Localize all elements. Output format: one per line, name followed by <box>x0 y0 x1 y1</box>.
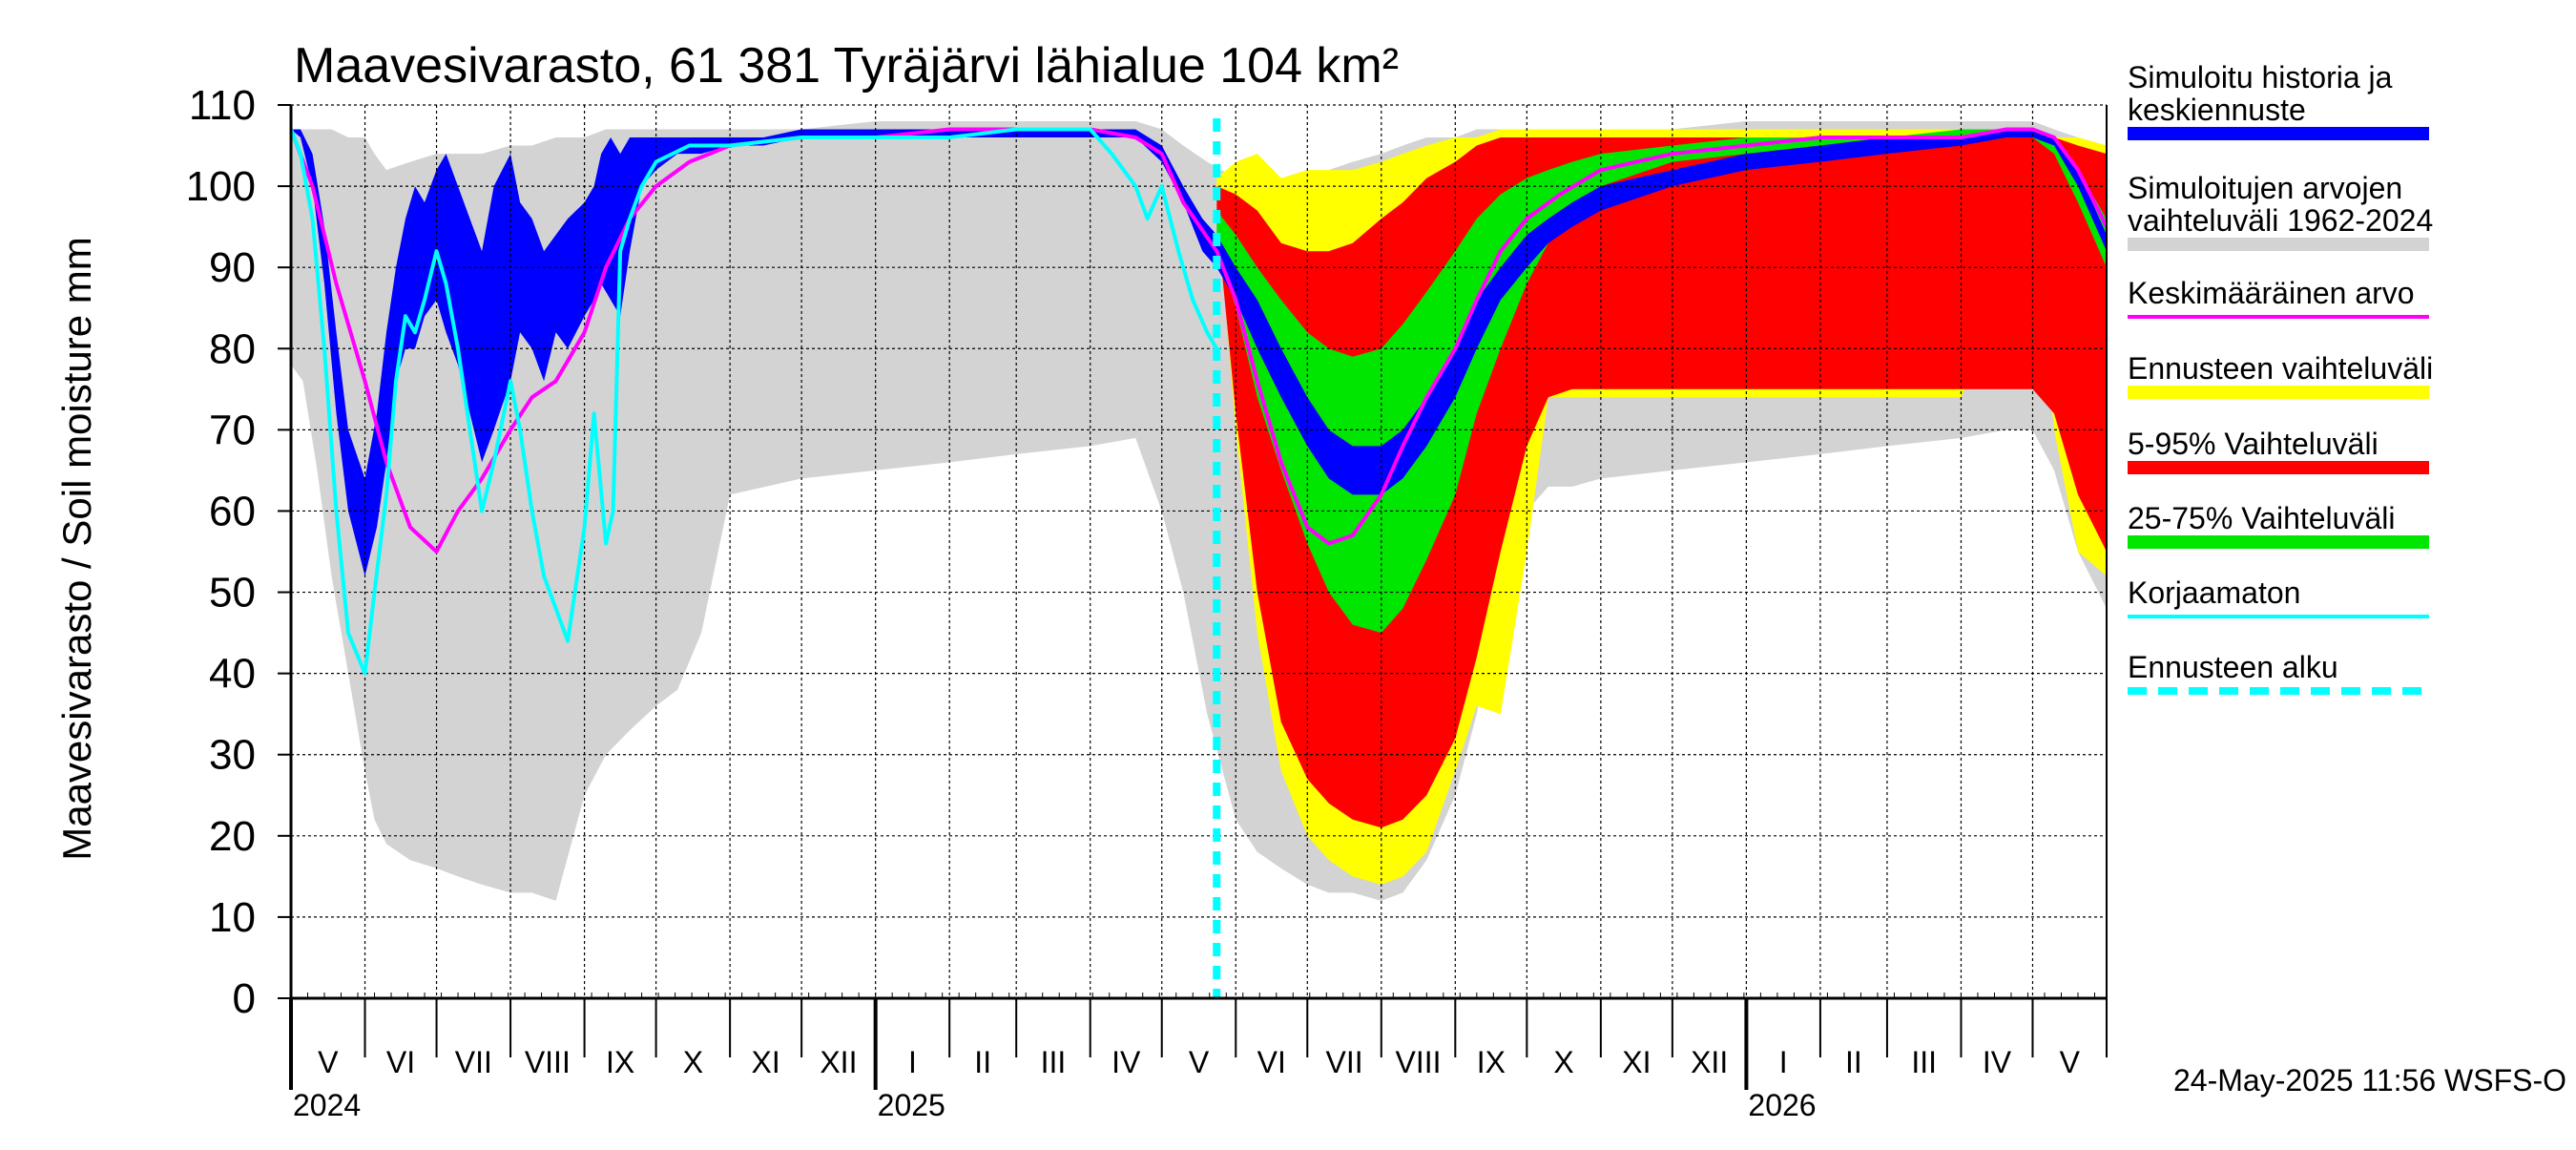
month-label: V <box>2060 1045 2081 1079</box>
legend-item-korjaamaton: Korjaamaton <box>2128 575 2429 618</box>
month-label: I <box>1779 1045 1788 1079</box>
legend-label: 25-75% Vaihteluväli <box>2128 501 2395 535</box>
month-label: VII <box>455 1045 492 1079</box>
legend-label: Keskimääräinen arvo <box>2128 276 2415 310</box>
legend-item-keskim-r-inen-arvo: Keskimääräinen arvo <box>2128 276 2429 319</box>
year-label: 2025 <box>878 1088 945 1122</box>
legend-label: Simuloitu historia ja keskiennuste <box>2128 60 2393 127</box>
month-label: X <box>683 1045 703 1079</box>
legend-item-simuloitujen-arvojen-vaihteluv-li-1962-2024: Simuloitujen arvojen vaihteluväli 1962-20… <box>2128 171 2433 251</box>
month-label: I <box>908 1045 917 1079</box>
grid-layer <box>290 105 2107 998</box>
axes-layer <box>278 104 2108 1090</box>
y-tick-label: 80 <box>209 325 256 372</box>
legend-item-simuloitu-historia-ja-keskiennuste: Simuloitu historia ja keskiennuste <box>2128 60 2429 140</box>
month-label: VI <box>1257 1045 1286 1079</box>
line-korjaamaton <box>291 127 1219 676</box>
y-tick-label: 50 <box>209 570 256 617</box>
y-tick-label: 10 <box>209 894 256 941</box>
month-label: VIII <box>525 1045 571 1079</box>
band-simuloitu-historia-ja-keskiennuste <box>291 129 2107 576</box>
legend-item-ennusteen-alku: Ennusteen alku <box>2128 650 2429 695</box>
y-axis-label: Maavesivarasto / Soil moisture mm <box>54 237 99 861</box>
y-tick-label: 90 <box>209 244 256 291</box>
month-label: II <box>1845 1045 1862 1079</box>
legend-item-5-95-vaihteluv-li: 5-95% Vaihteluväli <box>2128 427 2429 474</box>
timestamp-label: 24-May-2025 11:56 WSFS-O <box>2173 1063 2566 1098</box>
year-label: 2024 <box>293 1088 361 1122</box>
month-label: IX <box>1477 1045 1506 1079</box>
y-tick-label: 20 <box>209 813 256 860</box>
month-label: XI <box>752 1045 780 1079</box>
year-tick-labels: 2024 2025 2026 <box>293 1088 1817 1122</box>
month-label: XII <box>820 1045 857 1079</box>
bands-layer <box>291 121 2107 901</box>
month-label: XII <box>1691 1045 1728 1079</box>
legend-label: 5-95% Vaihteluväli <box>2128 427 2379 461</box>
y-tick-label: 30 <box>209 732 256 779</box>
legend-label: Ennusteen vaihteluväli <box>2128 351 2433 386</box>
legend-label: Korjaamaton <box>2128 575 2300 610</box>
y-tick-label: 100 <box>186 163 256 210</box>
month-label: II <box>974 1045 991 1079</box>
month-label: IV <box>1983 1045 2012 1079</box>
month-label: XI <box>1622 1045 1651 1079</box>
month-label: V <box>318 1045 339 1079</box>
y-tick-label: 110 <box>189 82 256 129</box>
y-tick-label: 40 <box>209 651 256 698</box>
month-label: VIII <box>1396 1045 1442 1079</box>
legend: Simuloitu historia ja keskiennuste Simuloi… <box>2128 60 2433 695</box>
month-label: V <box>1189 1045 1210 1079</box>
month-label: IX <box>606 1045 634 1079</box>
y-tick-labels: 0 10 20 30 40 50 60 70 80 90 100 110 <box>186 82 256 1022</box>
month-label: IV <box>1111 1045 1141 1079</box>
legend-item-25-75-vaihteluv-li: 25-75% Vaihteluväli <box>2128 501 2429 549</box>
lines-layer <box>291 127 2107 676</box>
y-tick-label: 70 <box>209 407 256 453</box>
month-label: III <box>1041 1045 1067 1079</box>
y-tick-label: 60 <box>209 488 256 534</box>
month-label: III <box>1911 1045 1937 1079</box>
legend-item-ennusteen-vaihteluv-li: Ennusteen vaihteluväli <box>2128 351 2433 399</box>
band-25-75-vaihteluv-li <box>1216 129 2107 634</box>
legend-label: Ennusteen alku <box>2128 650 2338 684</box>
month-label: VI <box>386 1045 415 1079</box>
year-label: 2026 <box>1748 1088 1816 1122</box>
month-label: VII <box>1325 1045 1362 1079</box>
chart-title: Maavesivarasto, 61 381 Tyräjärvi lähialu… <box>294 38 1399 94</box>
month-label: X <box>1553 1045 1573 1079</box>
month-tick-labels: V VI VII VIII IX X XI XII I II III IV V VI VII VIII IX X X… <box>318 1045 2080 1079</box>
legend-label: Simuloitujen arvojen vaihteluväli 1962-20… <box>2128 171 2433 238</box>
y-tick-label: 0 <box>233 975 256 1022</box>
